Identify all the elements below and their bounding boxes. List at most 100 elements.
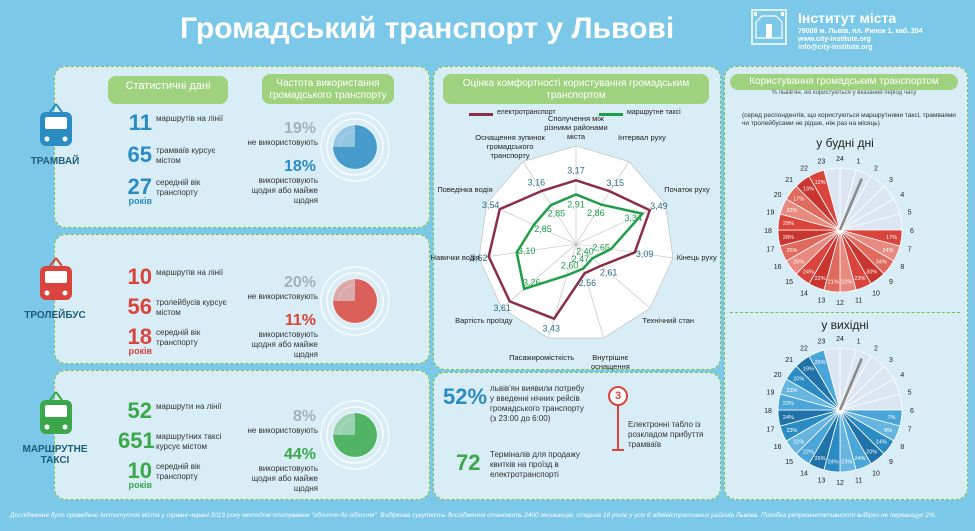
usage-subtitle: % львів'ян, які користуються у вказаний … <box>771 90 917 96</box>
radar-axis-label: Початок руху <box>664 185 710 195</box>
radar-value-label: 3,62 <box>470 253 488 263</box>
stat-value: 52 <box>127 398 152 423</box>
clock-hand <box>838 178 863 231</box>
radar-value-label: 2,85 <box>534 224 552 234</box>
radar-value-label: 2,86 <box>587 208 605 218</box>
hour-label: 8 <box>900 264 904 271</box>
series-electro-line <box>487 178 652 321</box>
frequency-rings <box>320 112 390 182</box>
hour-label: 9 <box>889 279 893 286</box>
hour-label: 3 <box>889 177 893 184</box>
radar-value-label: 2,61 <box>600 267 618 277</box>
hour-label: 19 <box>767 209 775 216</box>
weekend-clock-chart: 24 1234567%79%814%920%1024%1123%1224%1326… <box>764 336 914 487</box>
radar-value-label: 3,54 <box>482 200 500 210</box>
hour-label: 18 <box>764 408 772 415</box>
radar-value-label: 3,49 <box>650 201 668 211</box>
footer-note: Дослідження було проведено Інститутом мі… <box>10 512 937 519</box>
hour-pct-label: 24% <box>854 456 865 462</box>
radar-axis-label: Кінець руху <box>676 253 717 263</box>
tram-sign-icon <box>608 386 628 451</box>
weekday-clock-chart: 24 12345617%724%834%930%1023%1122%1221%13… <box>764 156 914 307</box>
radar-axis-label: Навички водія <box>430 253 480 263</box>
hour-label: 18 <box>764 228 772 235</box>
clock-hand <box>838 358 863 411</box>
hour-pct-label: 26% <box>793 260 804 266</box>
hour-label: 11 <box>855 478 862 485</box>
hour-pct-label: 22% <box>783 401 794 407</box>
hour-pct-label: 28% <box>783 235 794 241</box>
night-text: львів'ян виявили потребу у введенні нічн… <box>490 384 585 423</box>
hour-label: 15 <box>785 279 793 286</box>
radar-axis-label: Пасажиромісткість <box>509 353 575 363</box>
stat-value: 11 <box>128 110 152 135</box>
terminals-count: 72 <box>456 450 481 475</box>
institute-logo <box>751 9 787 45</box>
tram-icon <box>40 103 72 146</box>
frequency-rings <box>320 266 390 336</box>
frequency-pct: 11% <box>284 312 316 329</box>
hour-label: 24 <box>836 336 844 343</box>
stat-unit: років <box>128 346 152 356</box>
hour-label: 23 <box>817 338 825 345</box>
hour-label: 1 <box>857 158 861 165</box>
hour-pct-label: 24% <box>828 460 839 466</box>
radar-value-label: 2,85 <box>548 208 566 218</box>
hour-label: 17 <box>767 427 775 434</box>
hour-pct-label: 24% <box>803 269 814 275</box>
hour-pct-label: 9% <box>884 428 892 434</box>
transport-name: МАРШРУТНЕ ТАКСІ <box>22 444 88 466</box>
hour-label: 1 <box>857 338 861 345</box>
legend-swatch <box>469 113 493 116</box>
hour-pct-label: 22% <box>786 208 797 214</box>
radar-value-label: 3,15 <box>606 178 624 188</box>
hour-pct-label: 22% <box>793 440 804 446</box>
radar-value-label: 3,10 <box>518 246 536 256</box>
radar-axis-label: Оснащення зупинок громадського транспорт… <box>475 133 545 161</box>
hour-label: 2 <box>874 346 878 353</box>
legend-swatch <box>599 113 623 116</box>
radar-axis-label: Інтервал руху <box>618 133 666 143</box>
hour-label: 9 <box>889 459 893 466</box>
hour-pct-label: 19% <box>803 367 814 373</box>
radar-value-label: 2,60 <box>561 261 579 271</box>
stat-label: тролейбусів курсує містом <box>156 298 227 317</box>
institute-email[interactable]: info@city-institute.org <box>798 44 873 51</box>
frequency-pct: 18% <box>283 158 316 175</box>
terminals-text: Терміналів для продажу квитків на проїзд… <box>490 450 580 479</box>
hour-label: 20 <box>774 192 782 199</box>
hour-label: 4 <box>900 192 904 199</box>
hour-label: 14 <box>800 290 808 297</box>
hour-pct-label: 22% <box>803 449 814 455</box>
stat-label: середній вік транспорту <box>156 462 201 481</box>
radar-value-label: 3,26 <box>523 277 541 287</box>
hour-pct-label: 21% <box>828 280 839 286</box>
stat-value: 651 <box>118 428 155 453</box>
night-pct: 52% <box>443 384 488 409</box>
stat-label: маршрути на лінії <box>156 402 222 411</box>
stat-value: 27 <box>127 174 152 199</box>
hour-label: 12 <box>836 480 844 487</box>
hour-pct-label: 24% <box>783 415 794 421</box>
hour-label: 5 <box>908 209 912 216</box>
stat-label: середній вік транспорту <box>156 178 201 197</box>
hour-pct-label: 26% <box>815 456 826 462</box>
hour-pct-label: 12% <box>815 180 826 186</box>
hour-pct-label: 22% <box>815 276 826 282</box>
institute-site[interactable]: www.city-institute.org <box>798 36 871 43</box>
frequency-label: використовують щодня або майже щодня <box>251 176 318 205</box>
page-title: Громадський транспорт у Львові <box>180 12 675 45</box>
weekend-title: у вихідні <box>821 318 869 332</box>
minibus-icon <box>40 391 72 434</box>
hour-pct-label: 13% <box>803 187 814 193</box>
hour-label: 12 <box>836 300 844 307</box>
weekday-title: у будні дні <box>816 136 874 150</box>
hour-label: 10 <box>872 470 880 477</box>
radar-value-label: 2,47 <box>572 254 590 264</box>
hour-label: 4 <box>900 372 904 379</box>
hour-label: 16 <box>774 444 782 451</box>
legend-label: електротранспорт <box>497 109 556 116</box>
frequency-pct: 8% <box>292 408 316 425</box>
radar-value-label: 2,40 <box>576 247 594 257</box>
usage-header: Користування громадським транспортом <box>730 74 958 90</box>
